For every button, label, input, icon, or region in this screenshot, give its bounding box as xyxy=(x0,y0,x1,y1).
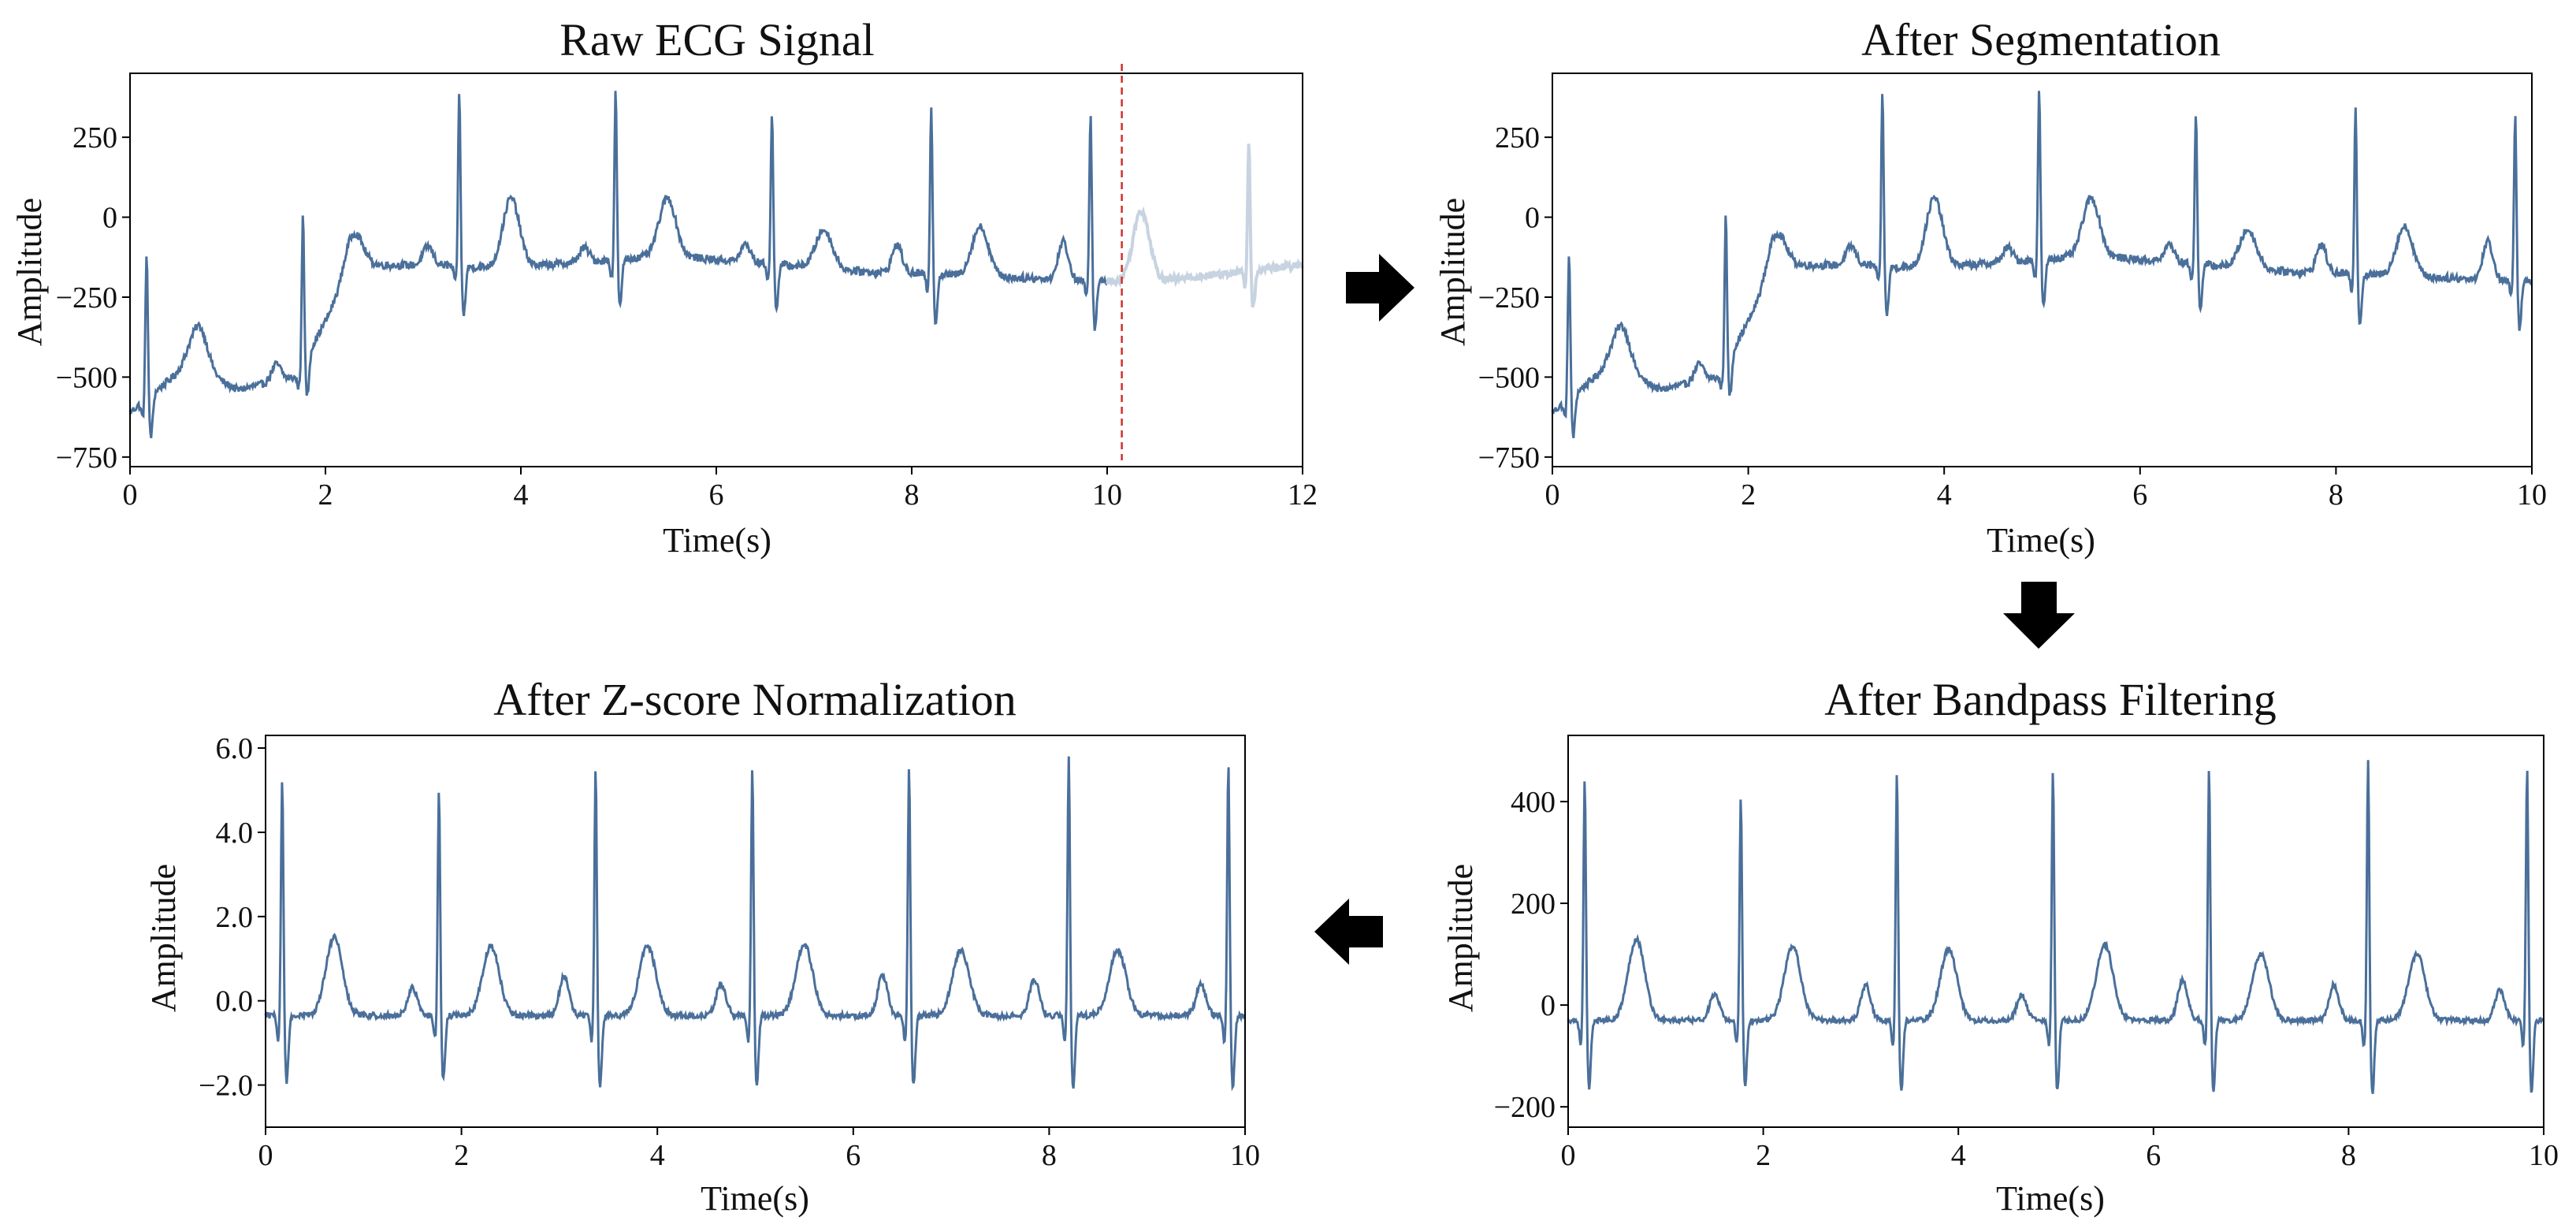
y-axis-label: Amplitude xyxy=(1441,864,1480,1012)
chart-after-segmentation: After Segmentation Time(s) Amplitude 0 2 4… xyxy=(1433,14,2547,560)
x-tick-label: 10 xyxy=(1230,1139,1260,1172)
y-tick-label: 250 xyxy=(72,121,117,154)
x-tick-label: 4 xyxy=(1951,1139,1966,1172)
x-axis-label: Time(s) xyxy=(701,1179,809,1218)
y-tick-label: 6.0 xyxy=(216,732,254,765)
chart-after-bandpass: After Bandpass Filtering Time(s) Amplitu… xyxy=(1441,674,2559,1218)
right-arrow-icon xyxy=(1346,254,1414,322)
y-tick-label: 2.0 xyxy=(216,901,254,934)
x-tick-label: 10 xyxy=(1092,478,1122,512)
y-tick-label: −250 xyxy=(1478,281,1540,315)
chart-title: After Bandpass Filtering xyxy=(1824,674,2276,725)
x-tick-label: 6 xyxy=(709,478,724,512)
x-tick-label: 0 xyxy=(1545,478,1560,512)
y-tick-label: 0 xyxy=(102,202,117,235)
ecg-signal-line xyxy=(128,91,1108,439)
x-axis-label: Time(s) xyxy=(1996,1179,2105,1218)
ecg-signal-line xyxy=(1551,91,2533,438)
y-tick-label: −750 xyxy=(1478,441,1540,475)
x-tick-label: 6 xyxy=(846,1139,861,1172)
y-tick-label: 400 xyxy=(1511,786,1556,819)
x-tick-label: 10 xyxy=(2517,478,2547,512)
x-tick-label: 2 xyxy=(1741,478,1756,512)
y-tick-label: 0 xyxy=(1541,989,1556,1022)
x-axis-label: Time(s) xyxy=(1987,521,2095,560)
x-tick-label: 10 xyxy=(2529,1139,2559,1172)
y-tick-label: 200 xyxy=(1511,888,1556,921)
x-tick-label: 2 xyxy=(454,1139,469,1172)
y-axis-label: Amplitude xyxy=(10,198,49,346)
y-axis-label: Amplitude xyxy=(144,864,183,1012)
y-tick-label: −500 xyxy=(56,361,117,394)
y-tick-label: 250 xyxy=(1495,121,1540,154)
x-tick-label: 8 xyxy=(905,478,920,512)
x-axis-label: Time(s) xyxy=(663,521,771,560)
plot-frame xyxy=(1552,73,2533,467)
chart-title: Raw ECG Signal xyxy=(559,14,875,65)
x-tick-label: 4 xyxy=(1937,478,1952,512)
x-tick-label: 4 xyxy=(650,1139,665,1172)
x-tick-label: 2 xyxy=(1756,1139,1771,1172)
x-tick-label: 8 xyxy=(2329,478,2344,512)
y-tick-label: −750 xyxy=(56,441,117,475)
y-tick-label: −500 xyxy=(1478,361,1540,394)
y-tick-label: 0.0 xyxy=(216,985,254,1018)
down-arrow-icon xyxy=(2003,582,2075,649)
ecg-signal-line xyxy=(264,756,1246,1092)
x-tick-label: 0 xyxy=(1561,1139,1576,1172)
x-tick-label: 2 xyxy=(318,478,333,512)
ecg-signal-line xyxy=(1567,760,2545,1094)
x-tick-label: 6 xyxy=(2146,1139,2161,1172)
x-tick-label: 0 xyxy=(258,1139,273,1172)
x-tick-label: 8 xyxy=(2341,1139,2356,1172)
x-tick-label: 0 xyxy=(123,478,138,512)
x-tick-label: 4 xyxy=(514,478,529,512)
plot-frame xyxy=(1567,735,2544,1128)
y-tick-label: 4.0 xyxy=(216,817,254,850)
x-tick-label: 6 xyxy=(2132,478,2147,512)
y-tick-label: −250 xyxy=(56,281,117,315)
ecg-discarded-segment-line xyxy=(1106,143,1304,308)
left-arrow-icon xyxy=(1314,899,1383,965)
chart-raw-ecg: Raw ECG Signal Time(s) Amplitude 0 2 4 6 8 10… xyxy=(10,14,1318,560)
x-tick-label: 12 xyxy=(1288,478,1318,512)
y-tick-label: 0 xyxy=(1525,202,1540,235)
plot-frame xyxy=(265,735,1246,1128)
y-tick-label: −200 xyxy=(1494,1091,1556,1124)
x-tick-label: 8 xyxy=(1042,1139,1057,1172)
chart-after-zscore: After Z-score Normalization Time(s) Ampl… xyxy=(144,674,1260,1218)
y-tick-label: −2.0 xyxy=(199,1070,253,1103)
chart-title: After Segmentation xyxy=(1861,14,2221,65)
chart-title: After Z-score Normalization xyxy=(493,674,1017,725)
y-axis-label: Amplitude xyxy=(1433,198,1472,346)
